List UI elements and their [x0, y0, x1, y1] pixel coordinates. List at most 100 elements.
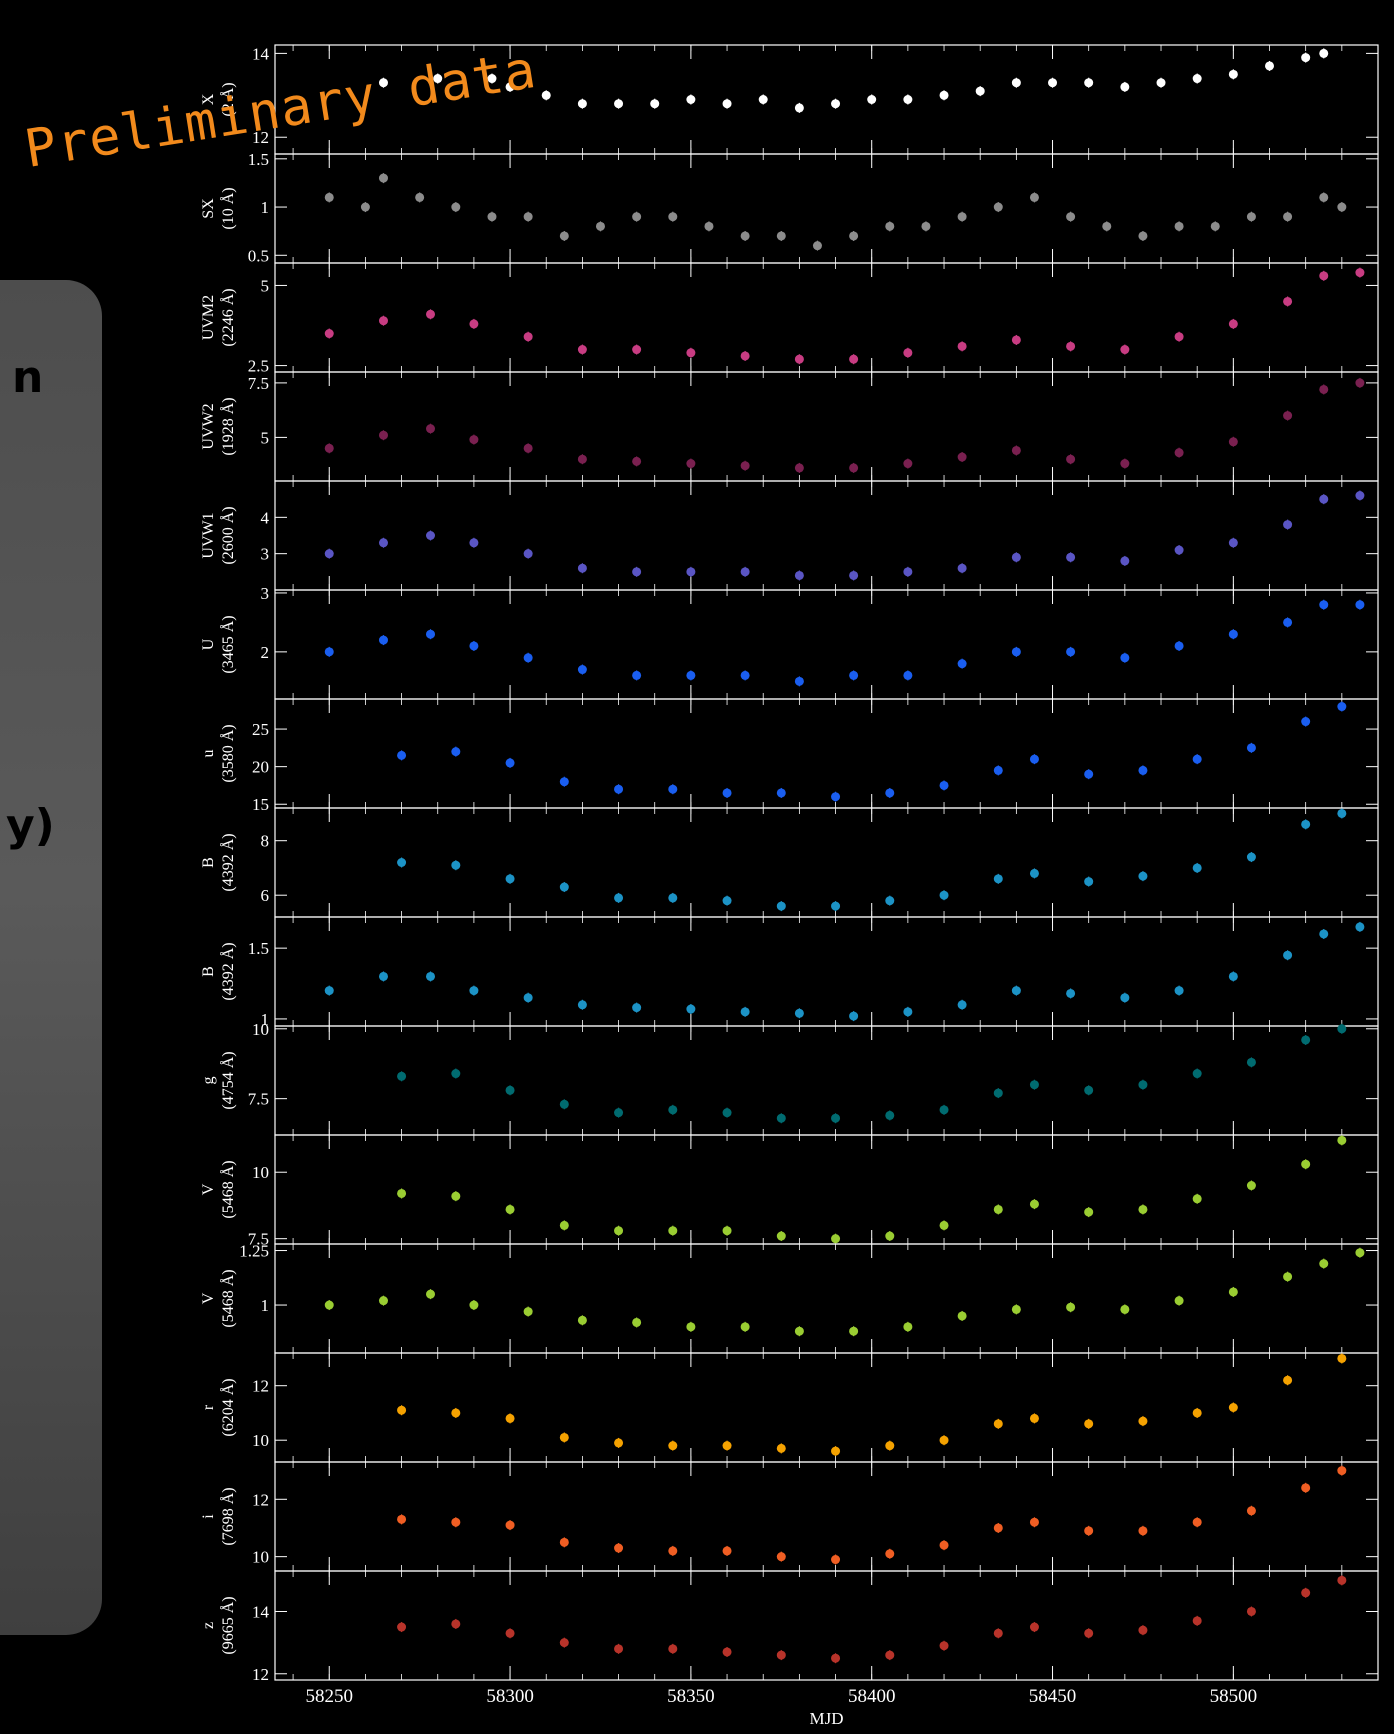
data-point [885, 1231, 895, 1241]
data-point [541, 90, 551, 100]
data-point [614, 1108, 624, 1118]
data-point [776, 1650, 786, 1660]
data-point [378, 538, 388, 548]
data-point [903, 670, 913, 680]
data-point [1355, 922, 1365, 932]
data-point [451, 202, 461, 212]
data-point [1084, 1526, 1094, 1536]
x-tick-label: 58400 [848, 1686, 896, 1707]
data-point [559, 1099, 569, 1109]
data-point [722, 1441, 732, 1451]
data-point [577, 99, 587, 109]
data-point [939, 1641, 949, 1651]
data-point [523, 993, 533, 1003]
data-point [559, 1638, 569, 1648]
y-tick-label: 10 [252, 1163, 269, 1182]
data-point [776, 901, 786, 911]
data-point [426, 309, 436, 319]
data-point [686, 1004, 696, 1014]
data-point [957, 341, 967, 351]
data-point [1192, 1069, 1202, 1079]
y-axis-label-line: (3580 Å) [219, 724, 237, 782]
panel-5: 3 4 UVW1 (2600 Å) [200, 480, 1379, 591]
y-tick-label: 2 [261, 643, 270, 662]
data-point [1210, 221, 1220, 231]
data-point [957, 452, 967, 462]
data-point [740, 231, 750, 241]
y-axis-label-line: V [200, 1292, 217, 1304]
data-point [1246, 1606, 1256, 1616]
y-tick-label: 4 [261, 508, 270, 527]
data-point [505, 1085, 515, 1095]
y-axis-label-line: U [200, 638, 217, 650]
data-point [1084, 1207, 1094, 1217]
data-point [1228, 629, 1238, 639]
data-point [1011, 78, 1021, 88]
data-point [559, 1432, 569, 1442]
data-point [1029, 754, 1039, 764]
data-point [1011, 445, 1021, 455]
data-point [1246, 852, 1256, 862]
data-point [614, 1438, 624, 1448]
data-point [1228, 69, 1238, 79]
data-point [776, 788, 786, 798]
data-point [1337, 1353, 1347, 1363]
data-point [1084, 78, 1094, 88]
data-point [939, 1220, 949, 1230]
x-tick-label: 58300 [486, 1686, 534, 1707]
data-point [993, 1628, 1003, 1638]
data-point [559, 231, 569, 241]
data-point [559, 1220, 569, 1230]
y-axis-label-line: B [200, 966, 217, 977]
data-point [1283, 617, 1293, 627]
data-point [1138, 871, 1148, 881]
data-point [577, 1315, 587, 1325]
y-tick-label: 3 [261, 545, 270, 564]
data-point [1319, 929, 1329, 939]
data-point [1355, 600, 1365, 610]
data-point [993, 1419, 1003, 1429]
data-point [1301, 819, 1311, 829]
data-point [577, 563, 587, 573]
y-axis-label: UVW2 (1928 Å) [200, 397, 237, 455]
data-point [559, 1537, 569, 1547]
data-point [595, 221, 605, 231]
data-point [831, 792, 841, 802]
data-point [632, 1003, 642, 1013]
panel-frame [274, 1025, 1379, 1136]
data-point [1011, 335, 1021, 345]
data-point [1301, 1588, 1311, 1598]
data-point [1048, 78, 1058, 88]
data-point [1192, 863, 1202, 873]
data-point [722, 1647, 732, 1657]
data-point [1174, 332, 1184, 342]
data-point [812, 241, 822, 251]
data-point [650, 99, 660, 109]
data-point [505, 758, 515, 768]
data-point [993, 874, 1003, 884]
data-point [1228, 319, 1238, 329]
data-point [686, 348, 696, 358]
panel-frame [274, 153, 1379, 264]
y-axis-label-line: UVW1 [200, 512, 217, 558]
data-point [794, 463, 804, 473]
y-axis-label: U (3465 Å) [200, 615, 237, 673]
data-point [1029, 192, 1039, 202]
y-axis-label-line: (1928 Å) [219, 397, 237, 455]
data-point [722, 99, 732, 109]
data-point [1120, 82, 1130, 92]
data-point [885, 788, 895, 798]
y-axis-label: i (7698 Å) [200, 1487, 237, 1545]
panel-2: 0.5 1 1.5 SX (10 Å) [200, 150, 1379, 265]
data-point [614, 99, 624, 109]
y-axis-label: z (9665 Å) [200, 1596, 237, 1654]
data-point [577, 665, 587, 675]
data-point [324, 986, 334, 996]
data-point [957, 1000, 967, 1010]
data-point [1246, 1181, 1256, 1191]
data-point [426, 971, 436, 981]
data-point [1228, 1403, 1238, 1412]
data-point [686, 567, 696, 577]
data-point [1228, 1287, 1238, 1297]
data-point [378, 1296, 388, 1306]
